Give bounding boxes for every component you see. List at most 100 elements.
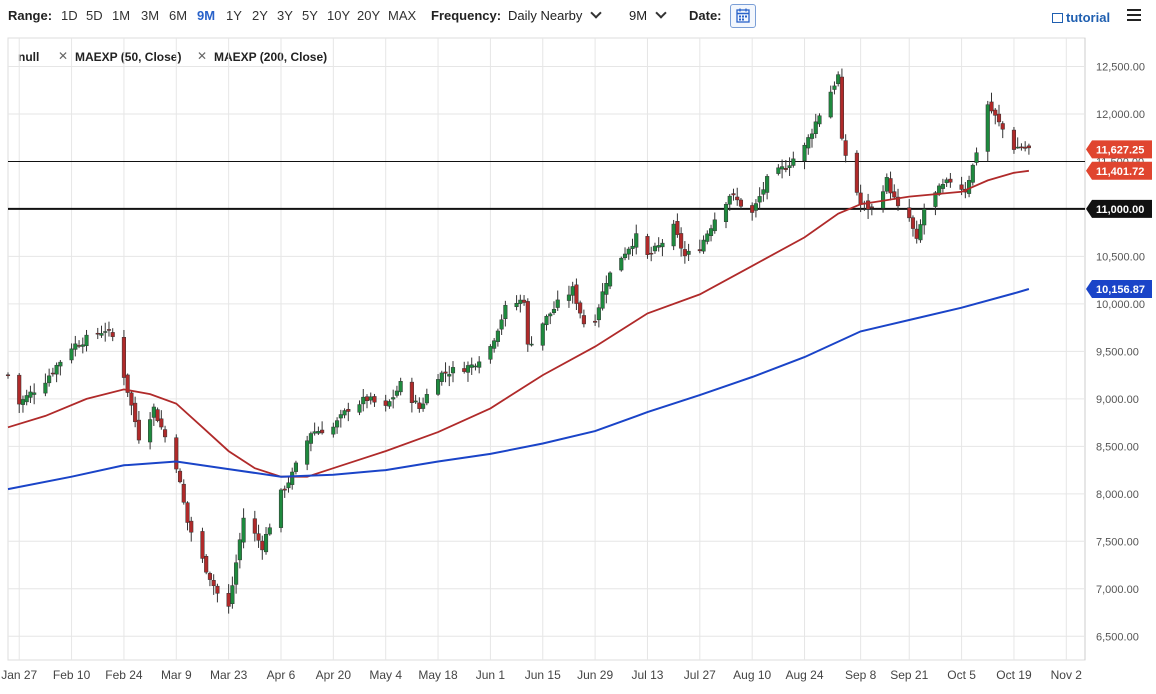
candle-body: [103, 331, 108, 333]
candle-body: [368, 396, 373, 401]
candle: [881, 185, 886, 213]
candle: [892, 184, 897, 200]
range-button-20y[interactable]: 20Y: [357, 8, 381, 23]
price-badge-label: 10,156.87: [1096, 284, 1145, 296]
range-button-6m[interactable]: 6M: [169, 8, 188, 23]
candle-body: [17, 374, 22, 405]
candle-body: [593, 320, 598, 323]
candle: [525, 298, 530, 352]
menu-icon[interactable]: [1127, 9, 1141, 21]
candle-body: [357, 404, 362, 413]
range-button-1d[interactable]: 1D: [61, 8, 78, 23]
candle-body: [346, 408, 351, 412]
candle-body: [342, 410, 347, 416]
candle-body: [708, 228, 714, 237]
candle: [791, 151, 796, 168]
range-button-5y[interactable]: 5Y: [302, 8, 318, 23]
candle: [237, 532, 242, 569]
candle: [967, 175, 972, 198]
candle: [551, 301, 557, 315]
x-tick-label: Oct 19: [996, 668, 1032, 682]
ma200-line: [7, 288, 1030, 491]
candle-body: [604, 283, 609, 295]
range-button-5d[interactable]: 5D: [86, 8, 103, 23]
candle-body: [230, 585, 235, 604]
candle-body: [765, 176, 770, 193]
candle-body: [933, 192, 938, 207]
candle-body: [361, 396, 366, 405]
candle-body: [155, 409, 160, 421]
candle-body: [525, 301, 530, 345]
candle-body: [619, 257, 624, 271]
y-tick-label: 12,000.00: [1096, 109, 1145, 121]
candle-body: [686, 250, 691, 255]
candle-body: [398, 381, 403, 393]
candle: [514, 295, 519, 311]
candle: [836, 71, 841, 87]
close-icon[interactable]: ✕: [58, 49, 69, 63]
candle: [163, 425, 168, 443]
candle-body: [660, 242, 665, 248]
candle: [593, 314, 598, 326]
candle-body: [529, 343, 534, 346]
candle: [174, 434, 179, 474]
candle: [5, 372, 11, 379]
calendar-button[interactable]: [730, 4, 756, 28]
candle: [342, 408, 347, 419]
candle-body: [473, 365, 478, 368]
candle: [372, 393, 377, 407]
candle: [518, 294, 523, 313]
candle: [817, 113, 822, 127]
candle: [918, 219, 923, 243]
candle-body: [750, 205, 755, 213]
candle: [682, 241, 687, 264]
range-button-10y[interactable]: 10Y: [327, 8, 351, 23]
candle-body: [394, 390, 399, 396]
candle: [757, 187, 762, 210]
x-tick-label: Jun 15: [525, 668, 561, 682]
tutorial-link[interactable]: tutorial: [1052, 10, 1110, 25]
candle: [155, 407, 160, 423]
range-button-2y[interactable]: 2Y: [252, 8, 268, 23]
candle-body: [200, 531, 205, 559]
candle-body: [316, 431, 321, 434]
candle: [58, 360, 63, 376]
candle-body: [705, 233, 710, 242]
period-select[interactable]: 9M: [629, 7, 667, 23]
candle-body: [1023, 146, 1028, 149]
candle: [312, 422, 317, 436]
candle-body: [596, 307, 601, 321]
candle: [839, 68, 844, 141]
x-tick-label: Feb 24: [105, 668, 143, 682]
candle: [570, 281, 575, 304]
candle: [600, 283, 605, 311]
range-button-1y[interactable]: 1Y: [226, 8, 242, 23]
range-button-1m[interactable]: 1M: [112, 8, 131, 23]
candle: [293, 460, 298, 475]
candle-body: [125, 374, 130, 393]
candle-body: [43, 382, 48, 394]
candle-body: [50, 372, 55, 375]
candle: [177, 468, 183, 484]
candle-body: [1015, 146, 1020, 149]
candle: [335, 417, 340, 434]
range-button-3m[interactable]: 3M: [141, 8, 160, 23]
film-icon: [1052, 13, 1063, 23]
candle: [1000, 121, 1005, 139]
candle: [436, 374, 441, 396]
candle: [675, 213, 680, 238]
legend-item-ma200: MAEXP (200, Close): [214, 50, 328, 64]
frequency-select[interactable]: Daily Nearby: [508, 7, 603, 23]
candle-body: [1000, 123, 1005, 130]
close-icon[interactable]: ✕: [197, 49, 208, 63]
candle-body: [884, 177, 889, 192]
price-badge-label: 11,401.72: [1096, 166, 1144, 178]
candle-body: [499, 319, 504, 330]
candle-body: [940, 184, 945, 189]
candle-body: [189, 520, 194, 533]
range-button-9m[interactable]: 9M: [197, 8, 216, 23]
candle-body: [832, 85, 837, 90]
range-button-3y[interactable]: 3Y: [277, 8, 293, 23]
range-button-max[interactable]: MAX: [388, 8, 417, 23]
candle: [278, 488, 284, 533]
